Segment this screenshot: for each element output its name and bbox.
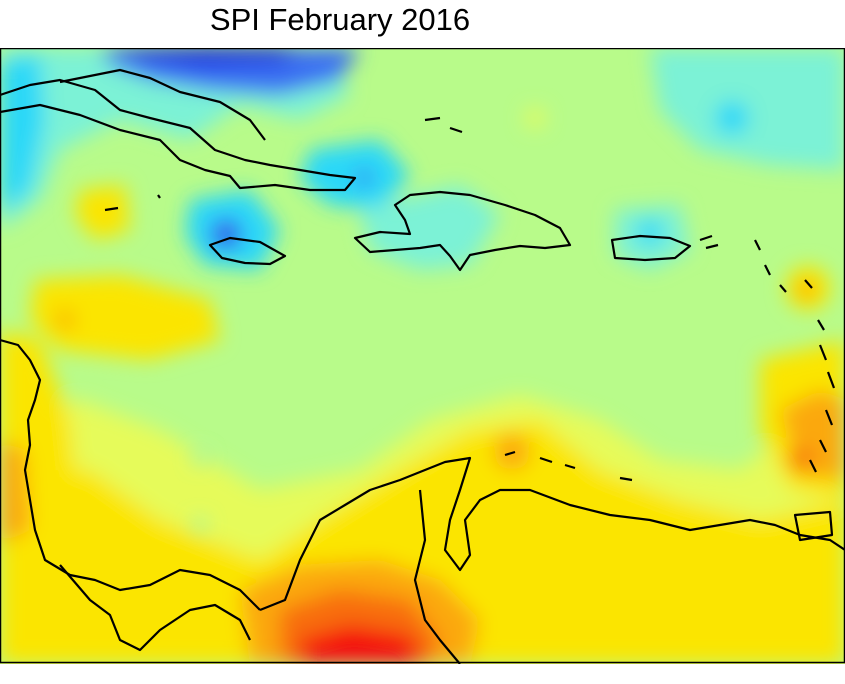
dry-region-honduras-ne bbox=[75, 185, 130, 240]
wet-region-northwest-blue bbox=[0, 55, 45, 215]
coastline-puerto-rico bbox=[610, 234, 692, 262]
coastline-trinidad bbox=[793, 510, 834, 542]
dry-spot-st-kitts-core bbox=[797, 281, 815, 299]
dry-region-orange-west bbox=[0, 440, 30, 545]
wet-spot-cuba bbox=[356, 170, 372, 186]
coastline-cuba bbox=[0, 78, 357, 192]
dry-region-south-yellow bbox=[0, 420, 845, 664]
wet-spot-puerto-rico bbox=[637, 219, 663, 245]
dry-region-central-america bbox=[0, 330, 80, 620]
coastline-san-andres bbox=[157, 194, 161, 199]
wet-region-cuba-east bbox=[300, 140, 410, 210]
dry-region-red bbox=[300, 625, 425, 664]
coastline-south-america bbox=[259, 456, 845, 612]
wet-spot-northeast bbox=[715, 101, 749, 135]
dry-region-west-caribbean bbox=[30, 275, 220, 360]
coastline-cuba-north-keys bbox=[59, 68, 266, 141]
coastline-lesser-antilles bbox=[804, 279, 836, 473]
wet-region-northeast bbox=[650, 48, 845, 170]
wet-spot-small-a bbox=[194, 452, 206, 464]
spi-map bbox=[0, 48, 845, 664]
coastline-abc-islands bbox=[504, 450, 633, 482]
wet-spot-yellow-north bbox=[525, 108, 545, 128]
coastline-venezuela-inner bbox=[413, 489, 461, 664]
coastline-jamaica bbox=[208, 236, 287, 266]
map-title: SPI February 2016 bbox=[209, 2, 471, 37]
coastline-central-america bbox=[0, 338, 261, 611]
coastline-hispaniola bbox=[353, 190, 572, 272]
dry-spot-east bbox=[788, 448, 812, 472]
coastline-bahamas-small bbox=[424, 116, 463, 134]
coastline-panama bbox=[59, 564, 251, 652]
wet-region-north-bahamas-deep bbox=[120, 48, 300, 65]
wet-spot-small-b bbox=[194, 519, 206, 531]
coastline-honduras-islands bbox=[104, 206, 119, 212]
coastline-virgin-islands bbox=[699, 234, 719, 250]
coastline-leeward-islands bbox=[754, 239, 787, 293]
dry-spot-caribbean-center bbox=[56, 311, 74, 329]
